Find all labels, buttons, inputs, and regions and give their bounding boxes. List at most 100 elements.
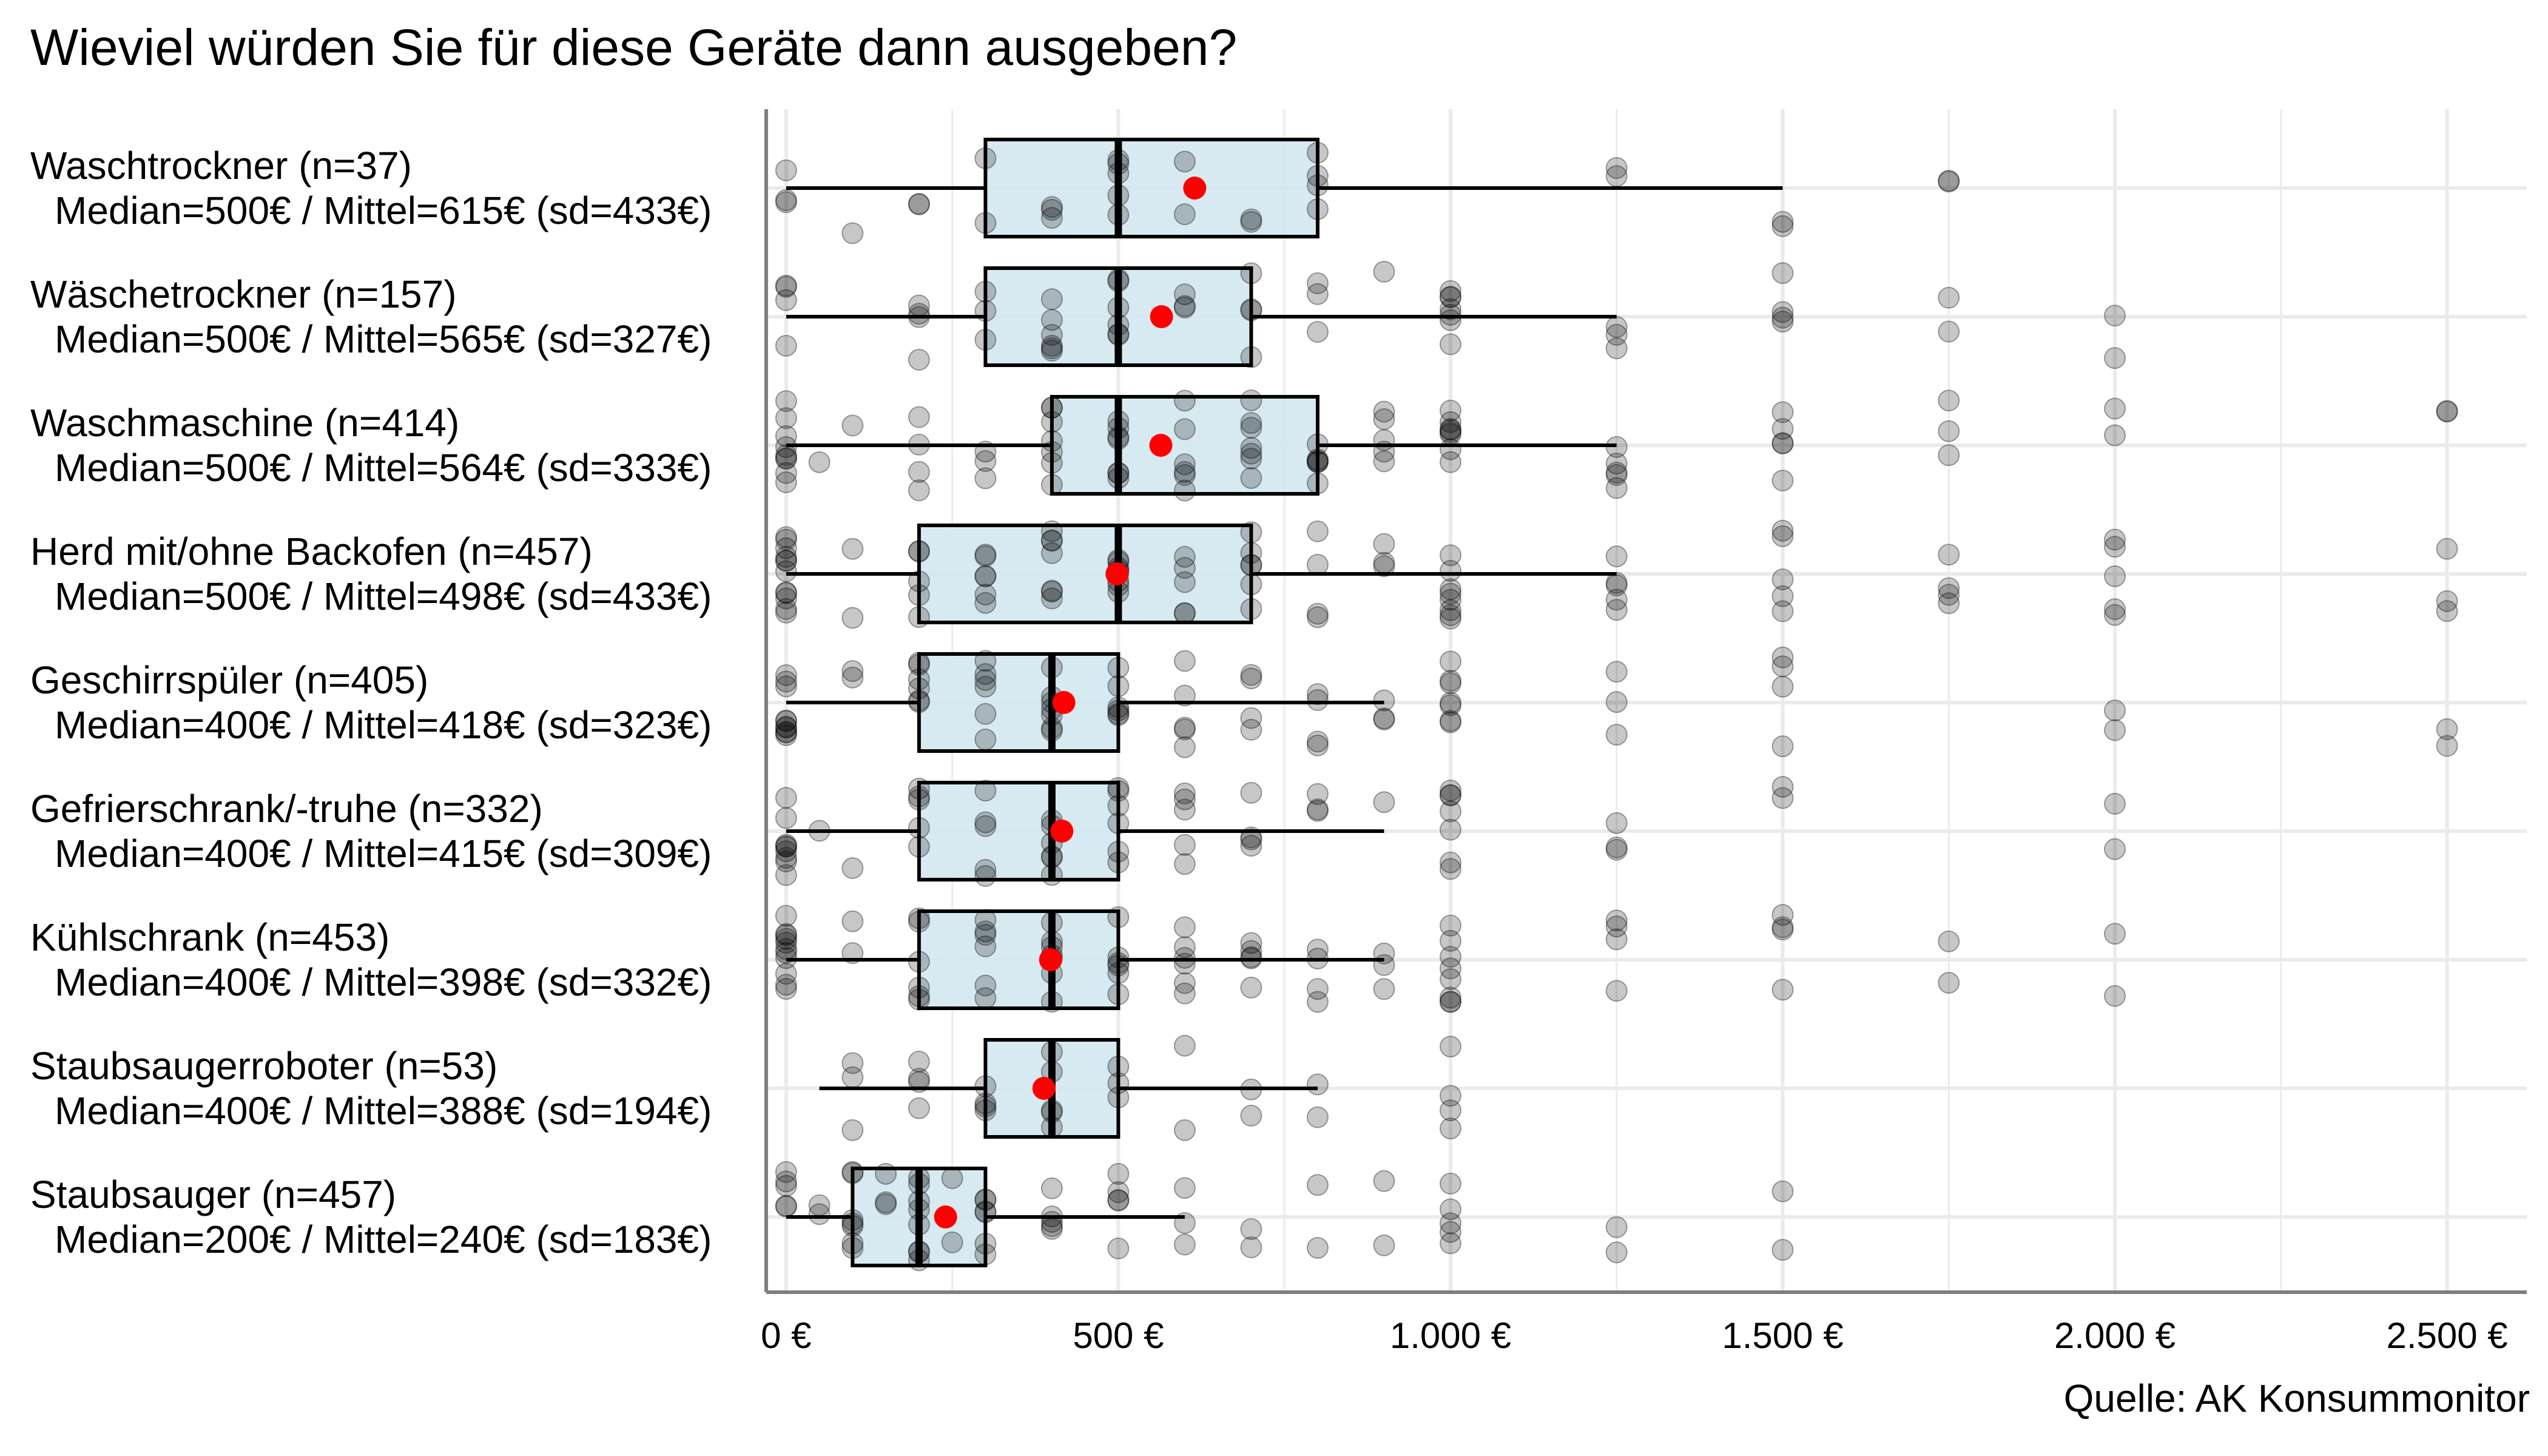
data-point	[775, 1195, 797, 1218]
data-point	[1173, 463, 1196, 486]
box-fill	[918, 911, 1119, 1008]
category-label: Geschirrspüler (n=405) Median=400€ / Mitt…	[30, 658, 712, 747]
box-outline	[917, 781, 1121, 881]
data-point	[775, 159, 797, 181]
data-point	[1173, 946, 1196, 969]
data-point	[1938, 170, 1960, 193]
data-point	[1771, 600, 1794, 622]
data-point	[775, 448, 797, 470]
data-point	[775, 924, 797, 946]
category-stats: Median=400€ / Mittel=388€ (sd=194€)	[55, 1089, 712, 1133]
data-point	[775, 601, 797, 624]
category-stats: Median=400€ / Mittel=418€ (sd=323€)	[55, 703, 712, 747]
data-point	[1439, 991, 1461, 1013]
data-point	[1040, 542, 1063, 564]
box-outline	[983, 138, 1320, 238]
data-point	[775, 931, 797, 954]
data-point	[1439, 991, 1461, 1013]
data-point	[775, 923, 797, 945]
data-point	[1040, 340, 1063, 362]
data-point	[1173, 545, 1196, 568]
data-point	[1306, 948, 1329, 970]
x-tick-label: 1.500 €	[1722, 1315, 1843, 1356]
data-point	[1771, 775, 1794, 798]
data-point	[1439, 298, 1461, 320]
data-point	[1306, 991, 1329, 1013]
data-point	[1173, 834, 1196, 856]
category-group-8	[819, 1034, 1461, 1141]
mean-dot	[1052, 691, 1076, 714]
data-point	[1173, 602, 1196, 624]
data-point	[908, 193, 930, 215]
data-point	[1040, 288, 1063, 311]
category-name: Geschirrspüler (n=405)	[30, 658, 712, 703]
data-point	[1771, 735, 1794, 758]
data-point	[1605, 337, 1628, 360]
x-tick-label: 2.000 €	[2054, 1315, 2176, 1356]
data-point	[2104, 598, 2126, 621]
data-point	[1373, 450, 1395, 473]
data-point	[1439, 423, 1461, 445]
data-point	[974, 780, 997, 802]
data-point	[2104, 536, 2126, 558]
data-point	[1306, 1236, 1329, 1259]
data-point	[775, 1195, 797, 1217]
category-group-6	[775, 775, 2126, 887]
data-point	[1439, 784, 1461, 806]
category-group-1	[775, 138, 1960, 244]
data-point	[2104, 424, 2126, 447]
data-point	[1173, 798, 1196, 821]
data-point	[974, 450, 997, 472]
data-point	[775, 905, 797, 927]
data-point	[1173, 557, 1196, 579]
data-point	[1373, 689, 1395, 712]
category-title: Waschmaschine	[30, 401, 314, 445]
data-point	[1605, 571, 1628, 594]
x-tick-label: 0 €	[761, 1315, 811, 1356]
data-point	[1240, 1078, 1262, 1100]
data-point	[974, 592, 997, 614]
data-point	[1771, 311, 1794, 333]
data-point	[1373, 954, 1395, 976]
data-point	[908, 192, 930, 215]
data-point	[775, 274, 797, 297]
data-point	[1439, 914, 1461, 937]
data-point	[1306, 734, 1329, 757]
data-point	[775, 546, 797, 568]
data-point	[1173, 453, 1196, 476]
data-point	[775, 963, 797, 985]
data-point	[841, 414, 864, 437]
data-point	[1771, 401, 1794, 423]
data-point	[2436, 735, 2458, 757]
data-point	[775, 471, 797, 493]
data-point	[1107, 1162, 1130, 1185]
data-point	[1373, 978, 1395, 1000]
data-point	[974, 858, 997, 881]
data-point	[1938, 544, 1960, 566]
data-point	[908, 303, 930, 325]
data-point	[1173, 571, 1196, 593]
category-stats: Median=500€ / Mittel=498€ (sd=433€)	[55, 575, 712, 618]
source-note: Quelle: AK Konsummonitor	[2063, 1377, 2530, 1420]
data-point	[1173, 684, 1196, 707]
data-point	[974, 544, 997, 566]
data-point	[1373, 1234, 1395, 1256]
data-point	[875, 1193, 897, 1215]
data-point	[1173, 389, 1196, 412]
data-point	[1306, 606, 1329, 629]
points-group	[775, 519, 2458, 630]
category-label: Staubsaugerroboter (n=53) Median=400€ / M…	[30, 1043, 712, 1133]
data-point	[1771, 525, 1794, 547]
data-point	[1439, 851, 1461, 874]
x-tick-label: 2.500 €	[2386, 1315, 2507, 1356]
data-point	[1439, 1099, 1461, 1122]
data-point	[1605, 724, 1628, 746]
data-point	[1240, 442, 1262, 465]
mean-dot	[1149, 434, 1173, 457]
data-point	[1240, 417, 1262, 439]
data-point	[1306, 602, 1329, 625]
data-point	[775, 587, 797, 610]
data-point	[1771, 585, 1794, 607]
category-label: Wäschetrockner (n=157) Median=500€ / Mitt…	[30, 272, 712, 362]
data-point	[974, 974, 997, 997]
